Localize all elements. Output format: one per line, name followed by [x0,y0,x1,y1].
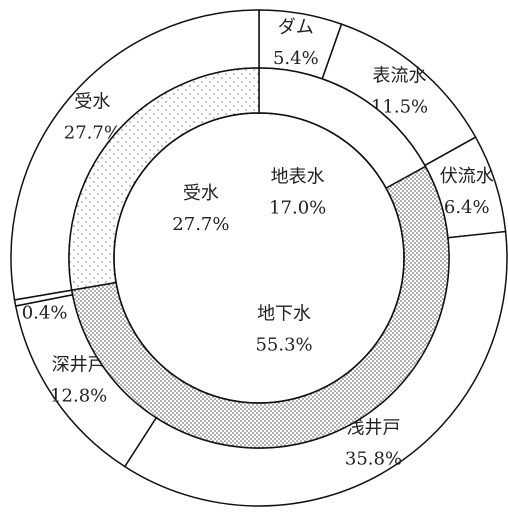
value-label: 27.7% [172,214,229,235]
wedge [123,230,508,507]
wedge-label: ダム [278,17,314,38]
value-label: 17.0% [269,198,326,219]
wedge-label: 浅井戸 [346,418,400,439]
wedge-label: 深井戸 [52,355,106,376]
value-label: 11.5% [371,96,428,117]
wedge-label: 地下水 [257,304,311,325]
value-label: 55.3% [255,335,312,356]
wedge-label: 伏流水 [440,166,494,187]
value-label: 6.4% [444,197,490,218]
wedge-label: 受水 [183,183,219,204]
value-label: 35.8% [345,449,402,470]
wedge-label: 表流水 [373,65,427,86]
value-label: 12.8% [50,386,107,407]
wedge-label: 地表水 [271,167,325,188]
wedge-label: 受水 [74,91,110,112]
center-hole [113,112,405,404]
value-label: 27.7% [64,122,121,143]
value-label: 0.4% [22,303,68,324]
value-label: 5.4% [273,48,319,69]
